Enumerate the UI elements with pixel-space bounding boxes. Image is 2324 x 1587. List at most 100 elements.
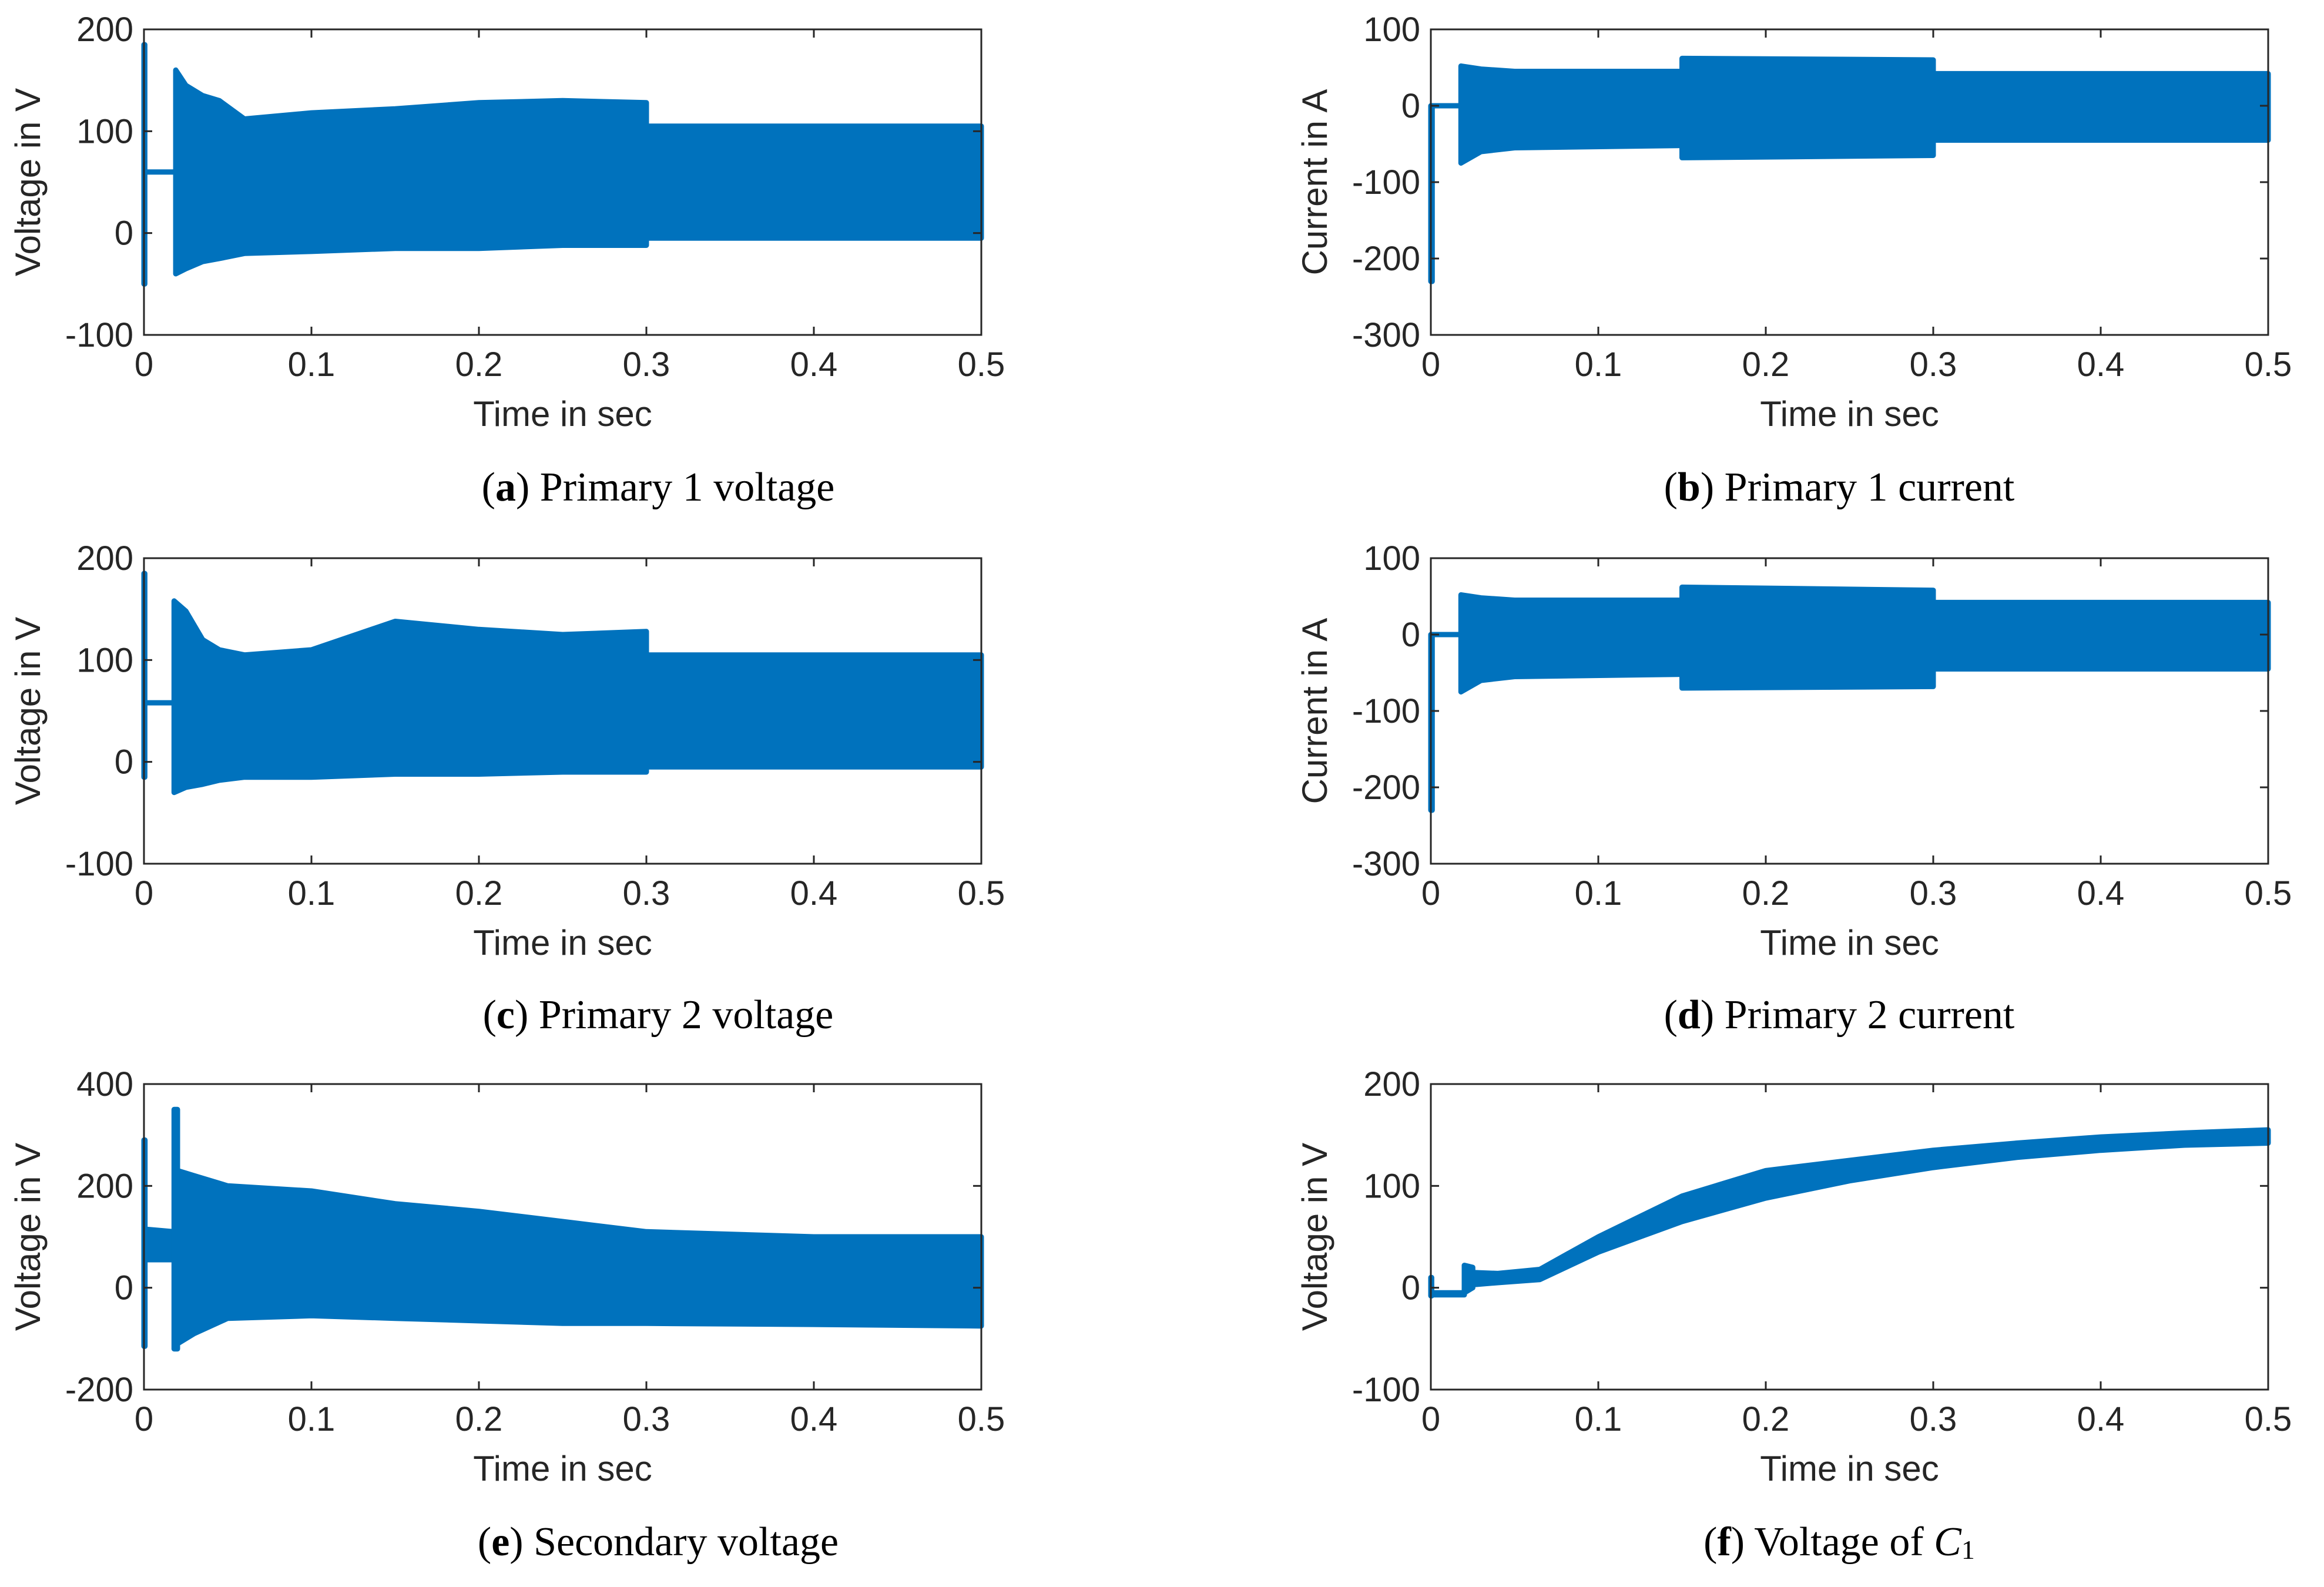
panel-b-xtick-label-1: 0.1: [1575, 345, 1622, 384]
panel-a-xtick-label-5: 0.5: [958, 345, 1005, 384]
caption-a-text: Primary 1 voltage: [539, 465, 835, 510]
caption-e: (e) Secondary voltage: [477, 1519, 839, 1565]
panel-b-xtick-label-0: 0: [1421, 345, 1440, 384]
panel-a-series-segment-3: [643, 123, 984, 241]
panel-e-data: [141, 1106, 984, 1352]
panel-d-data: [1428, 584, 2271, 813]
caption-f-text: Voltage of: [1754, 1519, 1934, 1565]
chart-panel-d: 0 0.1 0.2 0.3 0.4 0.5 -300 -200 -100 0 100 Time in …: [1295, 539, 2292, 962]
panel-b-xtick-label-5: 0.5: [2245, 345, 2292, 384]
panel-f-xlabel: Time in sec: [1760, 1449, 1939, 1488]
panel-b-ylabel: Current in A: [1295, 89, 1334, 276]
panel-e-xtick-label-1: 0.1: [288, 1400, 336, 1438]
chart-panel-b: 0 0.1 0.2 0.3 0.4 0.5 -300 -200 -100 0 100 Time in …: [1295, 11, 2292, 434]
panel-c-ytick-label-2: 100: [76, 641, 133, 679]
panel-c-xtick-label-4: 0.4: [790, 874, 838, 912]
panel-f-xtick-label-2: 0.2: [1742, 1400, 1790, 1438]
caption-c-text: Primary 2 voltage: [538, 992, 834, 1038]
panel-d-ylabel: Current in A: [1295, 618, 1334, 804]
panel-b-xlabel: Time in sec: [1760, 394, 1939, 434]
panel-a-xlabel: Time in sec: [473, 394, 652, 434]
panel-d-ytick-label-1: -200: [1352, 769, 1420, 807]
panel-b-series-segment-4: [1930, 71, 2271, 143]
panel-c-ytick-label-0: -100: [65, 845, 133, 883]
panel-b-ytick-label-1: -200: [1352, 240, 1420, 278]
caption-b-letter: b: [1677, 465, 1701, 510]
panel-c-ytick-label-1: 0: [115, 743, 133, 781]
panel-d-xtick-label-1: 0.1: [1575, 874, 1622, 912]
panel-d-xtick-label-5: 0.5: [2245, 874, 2292, 912]
panel-c-xtick-label-2: 0.2: [455, 874, 503, 912]
panel-c-ylabel: Voltage in V: [8, 617, 48, 805]
caption-d-text: Primary 2 current: [1724, 992, 2015, 1038]
panel-f-ytick-label-0: -100: [1352, 1371, 1420, 1409]
panel-f-data: [1428, 1127, 2271, 1299]
panel-a-xtick-label-4: 0.4: [790, 345, 838, 384]
panel-b-xtick-label-2: 0.2: [1742, 345, 1790, 384]
panel-d-xtick-label-2: 0.2: [1742, 874, 1790, 912]
panel-f-ytick-label-2: 100: [1363, 1167, 1420, 1205]
panel-c-xlabel: Time in sec: [473, 923, 652, 962]
panel-c-xtick-label-5: 0.5: [958, 874, 1005, 912]
panel-d-xtick-label-4: 0.4: [2077, 874, 2125, 912]
panel-f-xtick-label-5: 0.5: [2245, 1400, 2292, 1438]
panel-e-ylabel: Voltage in V: [8, 1143, 48, 1331]
panel-e-xtick-label-2: 0.2: [455, 1400, 503, 1438]
panel-d-xtick-label-3: 0.3: [1910, 874, 1957, 912]
panel-d-ytick-label-2: -100: [1352, 692, 1420, 730]
panel-a-xtick-label-0: 0: [135, 345, 153, 384]
panel-c-xtick-label-3: 0.3: [623, 874, 670, 912]
panel-a-xtick-label-1: 0.1: [288, 345, 336, 384]
panel-a-axes-box: [143, 28, 982, 336]
panel-c-data: [141, 571, 984, 796]
panel-b-xtick-label-4: 0.4: [2077, 345, 2125, 384]
panel-c-series-segment-3: [643, 652, 984, 770]
caption-f-letter: f: [1717, 1519, 1731, 1565]
panel-f-xtick-label-4: 0.4: [2077, 1400, 2125, 1438]
caption-e-letter: e: [491, 1519, 510, 1565]
panel-e-xlabel: Time in sec: [473, 1449, 652, 1488]
caption-d: (d) Primary 2 current: [1664, 992, 2015, 1038]
panel-f-series-segment-1: [1428, 1290, 1467, 1298]
caption-c: (c) Primary 2 voltage: [482, 992, 834, 1038]
panel-e-axes-box: [143, 1083, 982, 1391]
caption-d-letter: d: [1677, 992, 1701, 1038]
panel-f-axes-box: [1430, 1083, 2269, 1391]
caption-f-symbol: C: [1934, 1519, 1961, 1565]
panel-e-xtick-label-3: 0.3: [623, 1400, 670, 1438]
panel-f-ytick-label-1: 0: [1401, 1269, 1420, 1307]
panel-e-series-segment-1: [142, 1226, 177, 1263]
caption-f-subscript: 1: [1961, 1535, 1975, 1565]
panel-e-ytick-label-1: 0: [115, 1269, 133, 1307]
panel-c-series-segment-2: [171, 598, 649, 796]
panel-a-ytick-label-2: 100: [76, 112, 133, 150]
caption-f: (f) Voltage of C1: [1703, 1519, 1975, 1565]
panel-f-ytick-label-3: 200: [1363, 1065, 1420, 1103]
panel-d-ytick-label-0: -300: [1352, 845, 1420, 883]
panel-f-xtick-label-1: 0.1: [1575, 1400, 1622, 1438]
panel-e-xtick-label-4: 0.4: [790, 1400, 838, 1438]
panel-b-ytick-label-4: 100: [1363, 11, 1420, 49]
panel-d-series-segment-2: [1458, 592, 1685, 694]
caption-c-letter: c: [496, 992, 515, 1038]
panel-c-xtick-label-1: 0.1: [288, 874, 336, 912]
panel-b-series-segment-2: [1458, 63, 1685, 166]
caption-e-text: Secondary voltage: [534, 1519, 839, 1565]
panel-c-axes-box: [143, 557, 982, 865]
panel-a-ylabel: Voltage in V: [8, 88, 48, 276]
panel-d-series-segment-4: [1930, 599, 2271, 672]
panel-f-series-segment-3: [1470, 1127, 2271, 1287]
panel-f-ylabel: Voltage in V: [1295, 1143, 1334, 1331]
caption-a-letter: a: [495, 465, 516, 510]
panel-c-xtick-label-0: 0: [135, 874, 153, 912]
panel-b-xtick-label-3: 0.3: [1910, 345, 1957, 384]
panel-f-xtick-label-0: 0: [1421, 1400, 1440, 1438]
panel-f-xtick-label-3: 0.3: [1910, 1400, 1957, 1438]
panel-b-data: [1428, 55, 2271, 284]
caption-b: (b) Primary 1 current: [1664, 465, 2015, 510]
panel-e-xtick-label-0: 0: [135, 1400, 153, 1438]
